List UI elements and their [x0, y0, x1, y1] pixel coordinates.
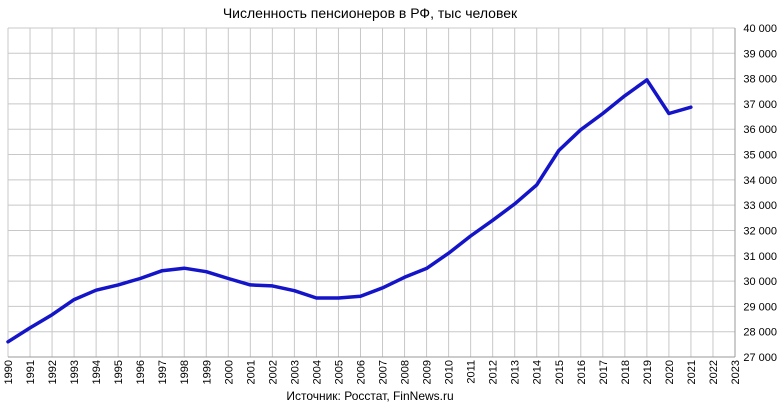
x-tick-label: 2016	[576, 360, 588, 384]
x-tick-label: 2017	[598, 360, 610, 384]
x-tick-label: 2013	[510, 360, 522, 384]
x-tick-label: 2002	[267, 360, 279, 384]
data-point	[271, 284, 274, 288]
data-point	[359, 295, 362, 298]
x-tick-label: 2007	[378, 360, 390, 384]
y-tick-label: 39 000	[743, 48, 777, 60]
data-point	[403, 276, 406, 279]
data-point	[425, 267, 428, 270]
x-tick-label: 2023	[730, 360, 742, 384]
data-point	[513, 202, 516, 206]
y-tick-label: 40 000	[743, 23, 777, 35]
y-tick-label: 30 000	[743, 276, 777, 288]
data-point	[116, 283, 120, 287]
y-tick-label: 28 000	[743, 327, 777, 339]
x-tick-label: 2018	[620, 360, 632, 384]
x-tick-label: 2004	[311, 360, 323, 384]
data-point	[337, 296, 340, 300]
y-tick-label: 27 000	[743, 352, 777, 364]
data-point	[447, 252, 450, 255]
x-tick-label: 2019	[642, 360, 654, 384]
data-point	[381, 286, 384, 290]
x-tick-label: 1994	[91, 360, 103, 384]
x-tick-label: 2015	[554, 360, 566, 384]
data-point	[138, 277, 142, 280]
data-point	[28, 326, 32, 330]
data-point	[623, 94, 627, 98]
y-tick-label: 35 000	[743, 150, 777, 162]
x-tick-label: 2000	[223, 360, 235, 384]
data-point	[315, 296, 318, 300]
data-point	[293, 289, 296, 292]
x-tick-label: 2020	[664, 360, 676, 384]
data-point	[50, 313, 54, 316]
x-tick-label: 2001	[245, 360, 257, 384]
data-point	[645, 78, 649, 82]
x-tick-label: 2012	[488, 360, 500, 384]
x-tick-label: 1996	[135, 360, 147, 384]
data-point	[161, 269, 164, 272]
x-tick-label: 1995	[113, 360, 125, 384]
x-tick-label: 1997	[157, 360, 169, 384]
y-tick-label: 32 000	[743, 225, 777, 237]
x-tick-label: 2006	[355, 360, 367, 384]
y-tick-label: 34 000	[743, 175, 777, 187]
x-tick-label: 2011	[466, 360, 478, 384]
y-tick-label: 38 000	[743, 74, 777, 86]
x-tick-label: 2022	[708, 360, 720, 384]
x-tick-label: 2009	[422, 360, 434, 384]
data-point	[72, 298, 76, 301]
y-tick-label: 37 000	[743, 99, 777, 111]
x-tick-label: 1991	[25, 360, 37, 384]
data-point	[6, 340, 10, 344]
y-tick-label: 31 000	[743, 251, 777, 263]
data-point	[601, 112, 605, 115]
x-tick-label: 2010	[444, 360, 456, 384]
x-tick-label: 1990	[3, 360, 15, 384]
x-tick-label: 1992	[47, 360, 59, 384]
data-point	[689, 106, 693, 109]
series-line	[6, 78, 693, 344]
x-tick-label: 2021	[686, 360, 698, 384]
x-tick-label: 1998	[179, 360, 191, 384]
data-point	[249, 283, 252, 287]
x-tick-label: 1993	[69, 360, 81, 384]
x-tick-label: 2005	[333, 360, 345, 384]
x-tick-label: 2008	[400, 360, 412, 384]
data-point	[205, 270, 208, 273]
data-point	[94, 288, 98, 292]
data-point	[667, 112, 671, 115]
data-point	[535, 183, 538, 187]
data-point	[579, 128, 582, 131]
chart-title: Численность пенсионеров в РФ, тыс челове…	[222, 5, 518, 21]
data-point	[227, 277, 230, 280]
y-tick-label: 29 000	[743, 301, 777, 313]
data-point	[183, 266, 186, 270]
data-point	[557, 149, 560, 152]
x-tick-label: 1999	[201, 360, 213, 384]
y-tick-label: 36 000	[743, 124, 777, 136]
y-tick-label: 33 000	[743, 200, 777, 212]
data-point	[491, 219, 494, 222]
x-tick-label: 2003	[289, 360, 301, 384]
data-point	[469, 234, 472, 238]
chart-source: Источник: Росстат, FinNews.ru	[286, 389, 454, 403]
x-tick-label: 2014	[532, 360, 544, 384]
